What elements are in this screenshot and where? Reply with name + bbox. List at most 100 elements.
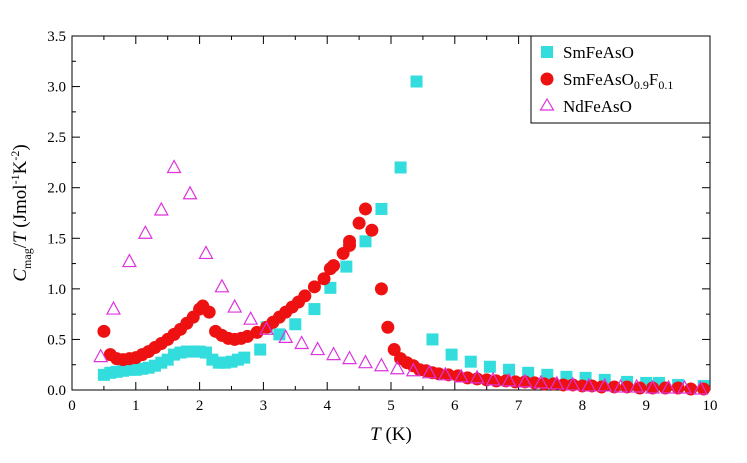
data-point-triangle	[645, 379, 661, 394]
data-point-circle	[317, 272, 331, 286]
data-point-square	[254, 343, 267, 356]
x-tick-label: 1	[132, 398, 140, 414]
data-point-triangle	[153, 201, 169, 216]
x-tick-label: 7	[515, 398, 523, 414]
data-point-triangle	[182, 185, 198, 200]
series-triangle	[93, 159, 708, 395]
data-point-triangle	[405, 362, 421, 377]
data-point-triangle	[501, 372, 517, 387]
x-tick-label: 9	[642, 398, 650, 414]
data-point-square	[324, 281, 337, 294]
data-point-triangle	[469, 369, 485, 384]
data-point-circle	[646, 381, 660, 395]
data-point-square	[359, 235, 372, 248]
ticks-layer: 0 1 2 3 4 5 6 7 8 9 10 0.0 0.5 1.0 1.5 2.0 2.5 3.0 3.5	[47, 29, 717, 414]
data-point-triangle	[453, 368, 469, 383]
data-point-triangle	[214, 278, 230, 293]
svg-text:Cmag/T (Jmol-1K-2): Cmag/T (Jmol-1K-2)	[8, 144, 34, 281]
data-point-circle	[97, 324, 111, 338]
data-point-square	[426, 333, 439, 346]
data-point-square	[394, 161, 407, 174]
data-point-circle	[387, 343, 401, 357]
x-tick-label: 5	[387, 398, 395, 414]
data-point-square	[410, 75, 423, 88]
data-point-triangle	[243, 310, 259, 325]
legend-box	[530, 35, 711, 124]
data-point-triangle	[692, 380, 708, 395]
data-point-triangle	[342, 350, 358, 365]
data-point-triangle	[517, 373, 533, 388]
legend-circle-icon	[540, 72, 554, 86]
x-tick-label: 6	[451, 398, 459, 414]
data-point-circle	[566, 378, 580, 392]
data-point-circle	[202, 305, 216, 319]
data-point-square	[340, 260, 353, 273]
data-point-square	[238, 351, 251, 364]
data-point-circle	[365, 223, 379, 237]
legend: SmFeAsO SmFeAsO0.9F0.1 NdFeAsO	[530, 35, 711, 124]
data-point-triangle	[629, 378, 645, 393]
data-point-triangle	[613, 378, 629, 393]
data-point-circle	[381, 320, 395, 334]
series-circle	[97, 202, 711, 396]
x-tick-label: 10	[703, 398, 718, 414]
data-point-square	[375, 202, 388, 215]
data-point-circle	[250, 325, 264, 339]
data-point-circle	[307, 280, 321, 294]
data-point-circle	[352, 216, 366, 230]
data-point-triangle	[485, 371, 501, 386]
x-tick-label: 2	[196, 398, 204, 414]
data-point-triangle	[549, 375, 565, 390]
y-axis-title: Cmag/T (Jmol-1K-2)	[8, 144, 34, 281]
data-point-circle	[671, 381, 685, 395]
data-point-triangle	[581, 377, 597, 392]
data-point-triangle	[661, 379, 677, 394]
legend-label-ndfeaso: NdFeAsO	[563, 97, 632, 116]
x-tick-label: 4	[323, 398, 331, 414]
data-point-circle	[374, 282, 388, 296]
y-tick-label: 2.0	[47, 181, 66, 197]
data-point-square	[483, 360, 496, 373]
x-tick-label: 8	[579, 398, 587, 414]
data-point-triangle	[310, 341, 326, 356]
data-point-triangle	[227, 298, 243, 313]
x-axis-title: T (K)	[370, 424, 412, 445]
data-point-triangle	[533, 374, 549, 389]
legend-label-smfeaso: SmFeAsO	[563, 43, 634, 62]
data-point-triangle	[357, 354, 373, 369]
data-point-square	[464, 355, 477, 368]
data-point-triangle	[421, 364, 437, 379]
data-point-triangle	[198, 245, 214, 260]
data-point-circle	[343, 234, 357, 248]
y-tick-label: 0.5	[47, 332, 66, 348]
y-tick-label: 2.5	[47, 130, 66, 146]
y-tick-label: 3.0	[47, 80, 66, 96]
data-point-triangle	[105, 300, 121, 315]
y-tick-label: 0.0	[47, 383, 66, 399]
data-point-square	[289, 318, 302, 331]
points-layer	[93, 75, 711, 396]
data-point-circle	[327, 259, 341, 273]
data-point-triangle	[373, 357, 389, 372]
data-point-triangle	[259, 321, 275, 335]
data-point-circle	[358, 202, 372, 216]
data-point-triangle	[389, 360, 405, 375]
y-tick-label: 1.5	[47, 231, 66, 247]
y-tick-label: 1.0	[47, 282, 66, 298]
data-point-circle	[298, 289, 312, 303]
data-point-triangle	[121, 253, 137, 268]
legend-square-icon	[541, 46, 553, 58]
x-tick-label: 0	[68, 398, 76, 414]
data-point-circle	[518, 375, 532, 389]
data-point-square	[503, 363, 516, 376]
data-point-triangle	[437, 366, 453, 381]
legend-triangle-icon	[539, 97, 555, 111]
series-square	[97, 75, 710, 392]
data-point-triangle	[326, 346, 342, 361]
data-point-triangle	[137, 224, 153, 239]
y-tick-label: 3.5	[47, 29, 66, 45]
data-point-triangle	[294, 335, 310, 350]
data-point-triangle	[676, 379, 692, 394]
